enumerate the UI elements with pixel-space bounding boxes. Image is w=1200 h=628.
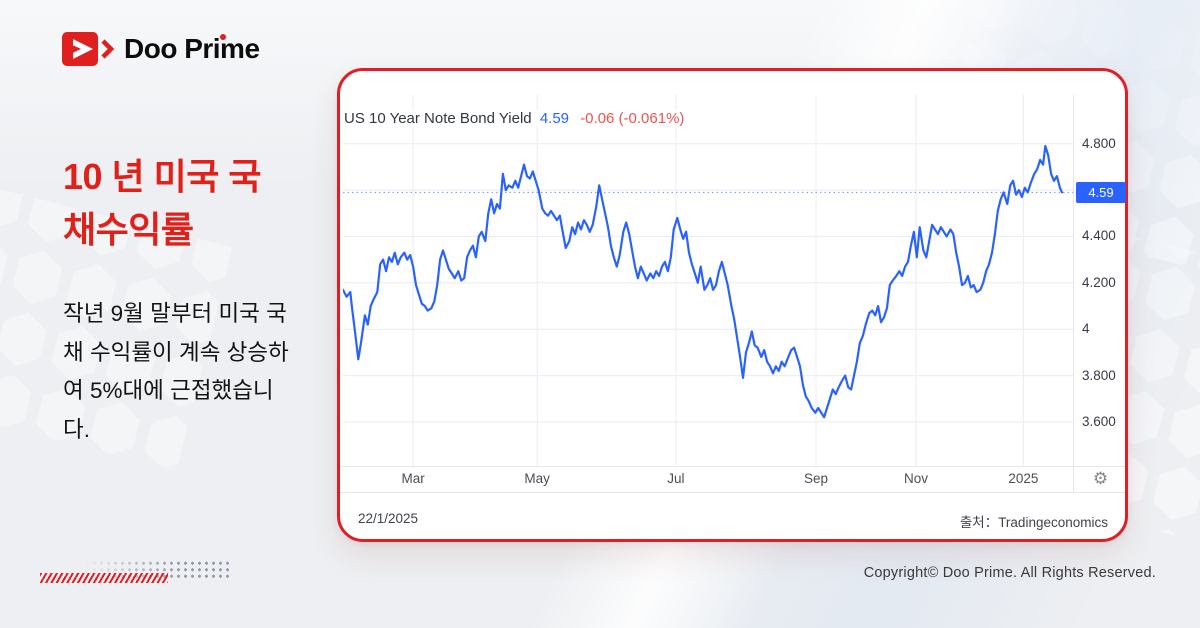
x-axis-label: Nov xyxy=(904,471,929,486)
chart-instrument-name: US 10 Year Note Bond Yield xyxy=(344,110,532,127)
copyright-text: Copyright© Doo Prime. All Rights Reserve… xyxy=(863,565,1156,581)
decor-red-hatch-bar xyxy=(40,573,168,583)
plot-area[interactable] xyxy=(343,95,1073,466)
description-line: 작년 9월 말부터 미국 국 xyxy=(63,301,287,326)
description-text: 작년 9월 말부터 미국 국 채 수익률이 계속 상승하 여 5%대에 근접했습… xyxy=(63,295,289,449)
chart-last-value: 4.59 xyxy=(539,110,570,127)
last-value-badge[interactable]: 4.59 xyxy=(1076,181,1126,203)
chart-source: 출처：Tradingeconomics xyxy=(960,511,1108,531)
x-axis-labels[interactable]: Mar May Jul Sep Nov 2025 xyxy=(343,469,1073,489)
y-axis-separator xyxy=(1073,95,1074,492)
x-axis-separator-top xyxy=(340,466,1125,467)
axis-settings: ⚙ xyxy=(1073,467,1128,491)
x-axis-label: Jul xyxy=(667,471,685,486)
settings-gear-icon[interactable]: ⚙ xyxy=(1092,469,1109,488)
source-label: 출처： xyxy=(959,515,999,530)
description-line: 채 수익률이 계속 상승하 xyxy=(63,339,289,365)
description-line: 다. xyxy=(63,416,90,442)
y-axis-label: 3.600 xyxy=(1082,413,1116,429)
x-axis-label: Mar xyxy=(401,471,425,486)
y-axis-label: 3.800 xyxy=(1082,367,1116,383)
x-axis-label: May xyxy=(524,471,550,486)
page-title: 10 년 미국 국 채수익률 xyxy=(63,150,262,256)
source-value: Tradingeconomics xyxy=(998,515,1108,530)
x-axis-label: 2025 xyxy=(1008,471,1039,486)
yield-line-series xyxy=(343,144,1064,419)
logo-wordmark: Doo Prime xyxy=(124,33,260,64)
doo-prime-logo: Doo Prime xyxy=(62,30,260,68)
x-axis-label: Sep xyxy=(804,471,829,486)
y-axis-labels: 4.59 4.800 4.400 4.200 4 3.800 3.600 xyxy=(1073,95,1128,466)
description-line: 여 5%대에 근접했습니 xyxy=(63,378,274,403)
page-title-line-2: 채수익률 xyxy=(63,209,194,250)
chart-change-value: -0.06 (-0.061%) xyxy=(580,110,685,127)
page-title-line-1: 10 년 미국 국 xyxy=(63,156,262,197)
chart-card xyxy=(337,68,1128,542)
x-axis-separator-bottom xyxy=(340,492,1125,493)
chart-date: 22/1/2025 xyxy=(358,511,419,526)
y-axis-label: 4.800 xyxy=(1082,135,1116,151)
chart-title: US 10 Year Note Bond Yield 4.59 -0.06 (-… xyxy=(344,110,691,127)
doo-prime-logo-icon xyxy=(62,32,115,66)
y-axis-label: 4.400 xyxy=(1082,228,1116,244)
y-axis-label: 4.200 xyxy=(1082,274,1116,290)
y-axis-label: 4 xyxy=(1082,321,1090,337)
logo-i-red-dot xyxy=(220,34,226,40)
